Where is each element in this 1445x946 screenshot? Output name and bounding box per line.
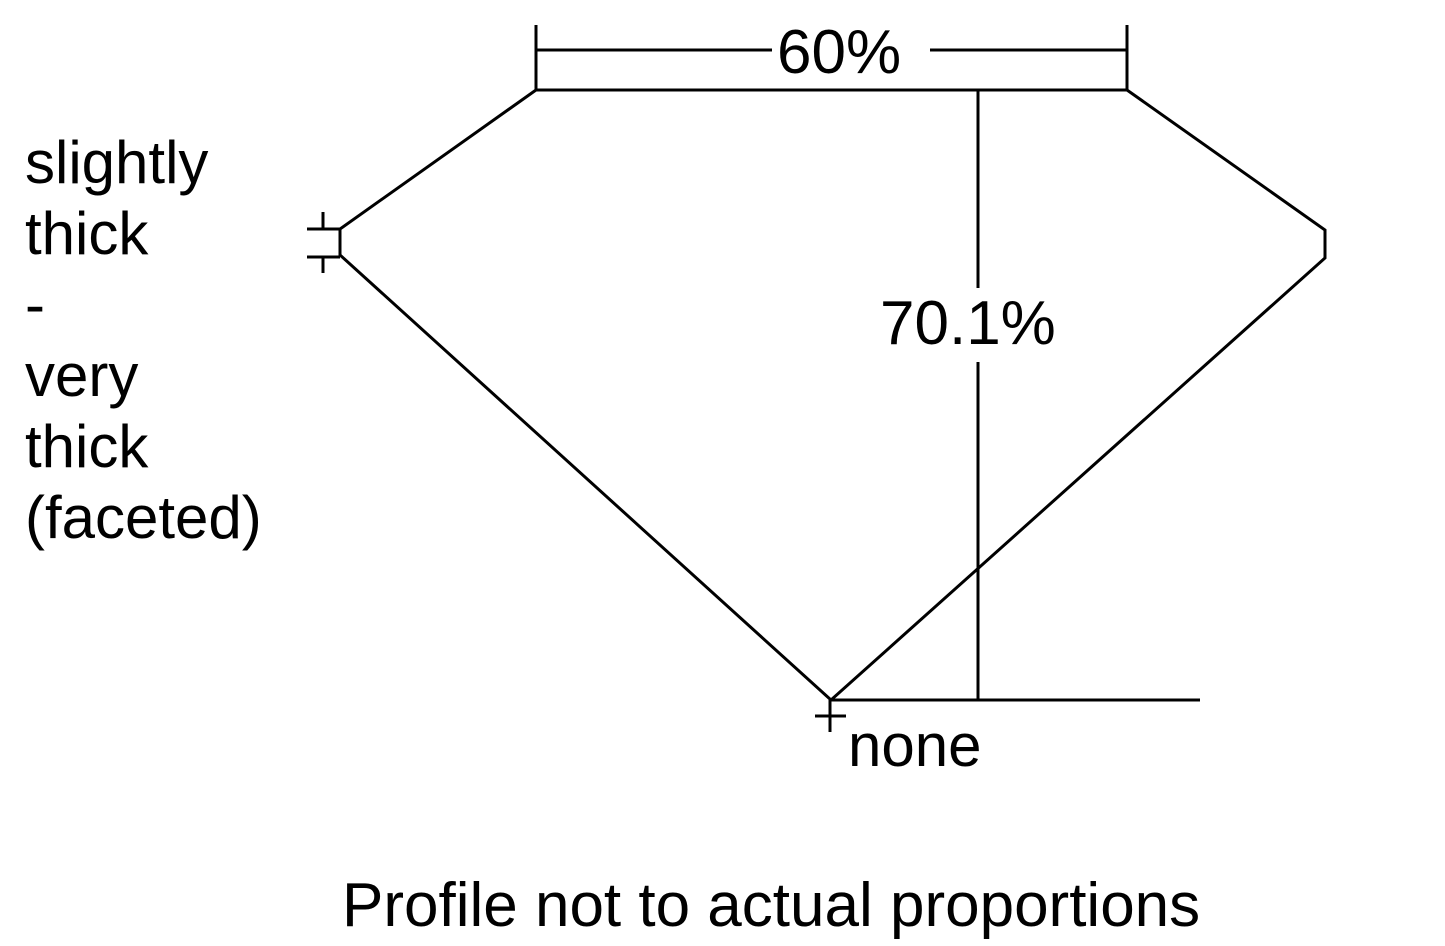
table-percentage-label: 60% <box>777 18 902 87</box>
girdle-label-line: thick <box>25 200 149 267</box>
caption: Profile not to actual proportions <box>342 871 1201 940</box>
depth-percentage-label: 70.1% <box>880 289 1056 358</box>
culet-marker <box>815 700 846 732</box>
depth-dimension <box>831 90 1200 702</box>
girdle-label-line: very <box>25 342 139 409</box>
girdle-label: slightly thick - very thick (faceted) <box>25 127 262 553</box>
table-dimension <box>534 25 1129 90</box>
girdle-markers <box>307 212 340 273</box>
girdle-label-line: slightly <box>25 129 209 196</box>
culet-label: none <box>848 712 982 779</box>
girdle-label-line: - <box>25 271 45 338</box>
gem-outline <box>338 88 1327 703</box>
girdle-label-line: (faceted) <box>25 484 262 551</box>
girdle-label-line: thick <box>25 413 149 480</box>
